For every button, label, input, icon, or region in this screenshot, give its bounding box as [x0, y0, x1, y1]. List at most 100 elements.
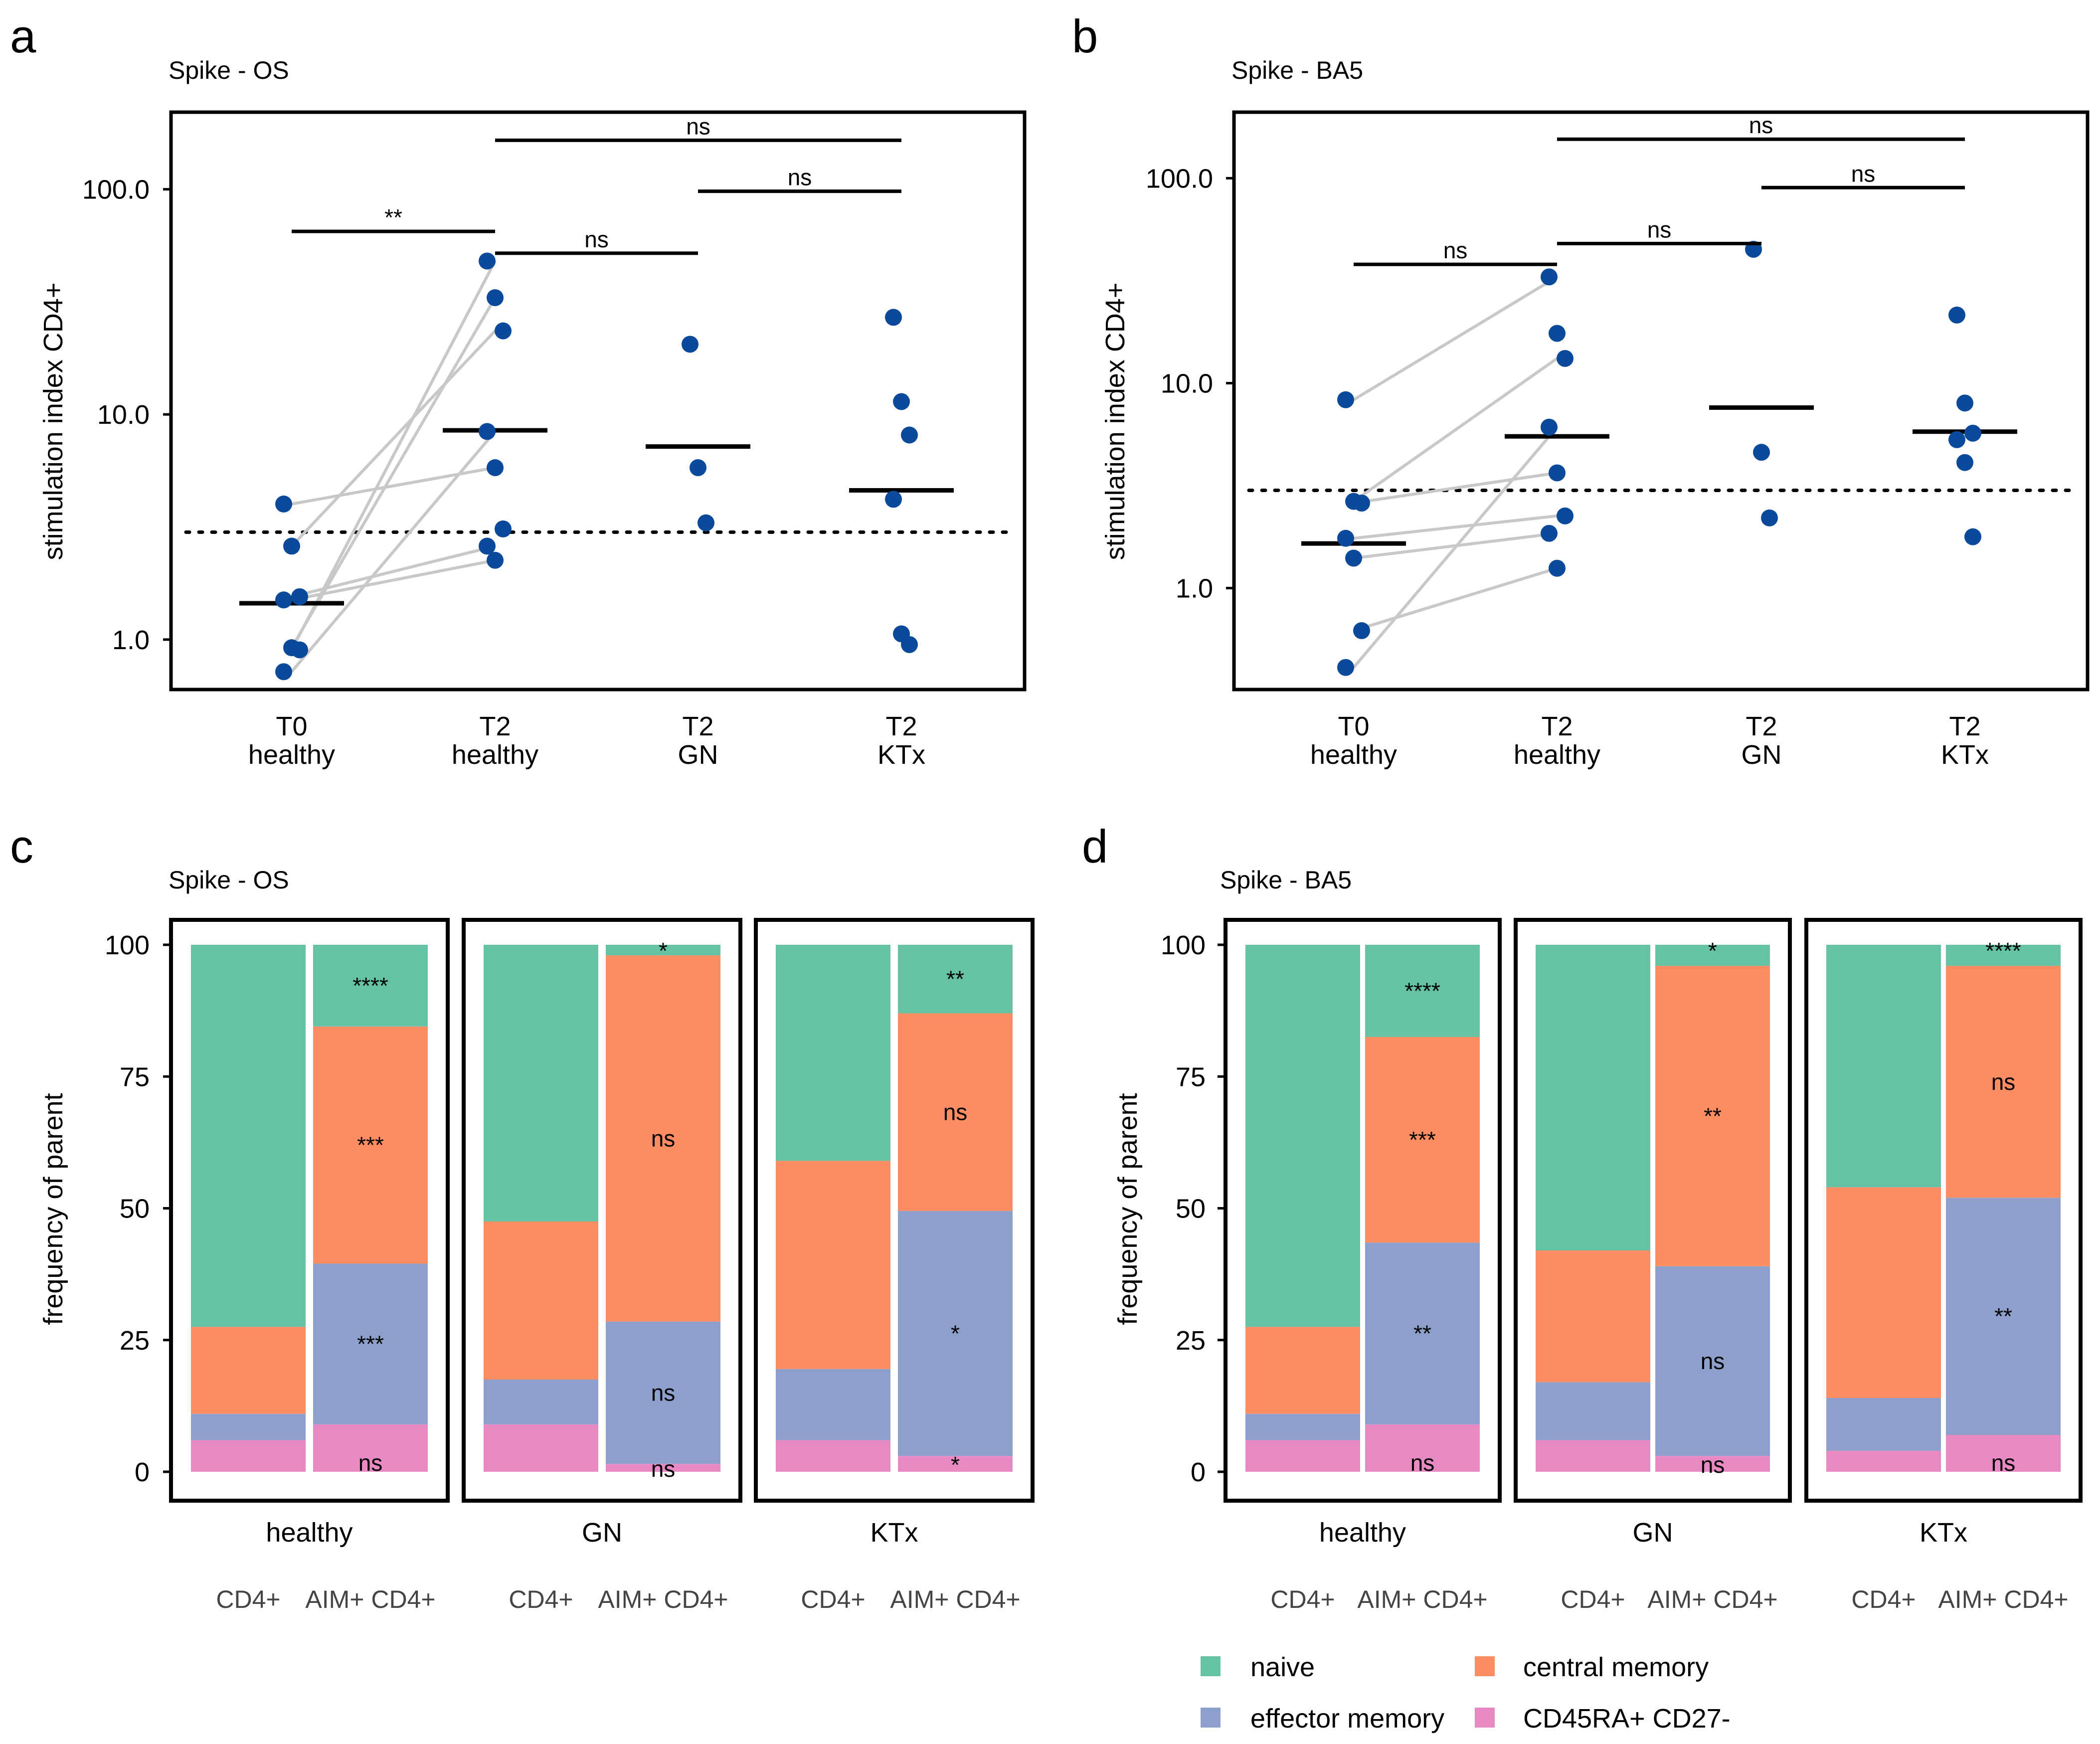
panel-letter-b: b	[1072, 10, 1098, 62]
panel-b-y-tick-label-0: 1.0	[1176, 574, 1213, 604]
panel-d-facet-1-label: GN	[1633, 1518, 1673, 1548]
panel-d-facet-2-bar-0-cd45ra-cd27	[1826, 1450, 1941, 1472]
panel-d-facet-2-bar-0-naive	[1826, 945, 1941, 1188]
panel-b-point-0-6	[1337, 659, 1354, 676]
panel-c-facet-1-bar-1-naive	[606, 945, 720, 956]
panel-a-sig-label-3: ns	[686, 113, 710, 139]
panel-d-facet-0-bar-1-naive	[1365, 945, 1480, 1037]
panel-d-facet-2-bar-1-cd45ra-cd27-annotation: ns	[1991, 1450, 2016, 1476]
panel-c-facet-0-bar-1-effector-memory	[313, 1263, 428, 1424]
panel-c-facet-0-bar-1-effector-memory-annotation: ***	[357, 1331, 384, 1357]
panel-a-y-tick-label-1: 10.0	[97, 400, 150, 430]
legend-label-effector-memory: effector memory	[1250, 1704, 1444, 1734]
panel-c-facet-0-bar-1-cd45ra-cd27-annotation: ns	[358, 1450, 383, 1476]
panel-a-point-1-3	[479, 423, 496, 440]
panel-c-facet-0-bar-1-naive-annotation: ****	[352, 973, 388, 999]
panel-d-facet-0-bar-label-0: CD4+	[1270, 1585, 1335, 1613]
panel-b-frame	[1232, 110, 2090, 692]
panel-c-facet-2-frame	[754, 918, 1035, 1503]
panel-d-facet-1-bar-0-cd45ra-cd27	[1536, 1440, 1650, 1472]
panel-d-facet-2-bar-0-central-memory	[1826, 1187, 1941, 1398]
panel-a-x-label-top-1: T2	[479, 711, 511, 741]
panel-b-point-1-1	[1549, 325, 1566, 342]
panel-a-pair-line-6	[290, 430, 497, 673]
panel-c-facet-2-bar-0-effector-memory	[776, 1369, 890, 1440]
panel-a-dot-plot: 1.010.0100.0**nsnsnsT0healthyT2healthyT2…	[82, 110, 1027, 770]
panel-a-sig-label-1: ns	[584, 226, 609, 252]
panel-b-point-0-2	[1353, 495, 1370, 512]
panel-c-facet-0-bar-label-0: CD4+	[216, 1585, 280, 1613]
panel-a-point-3-3	[885, 491, 902, 508]
panel-b-x-label-top-2: T2	[1746, 711, 1777, 741]
panel-d-facet-2-bar-1-naive-annotation: ****	[1985, 938, 2021, 964]
panel-b-point-0-4	[1345, 549, 1362, 567]
panel-a-point-3-2	[901, 426, 918, 444]
panel-d-facet-2-bar-label-1: AIM+ CD4+	[1938, 1585, 2068, 1613]
panel-b-y-axis-title: stimulation index CD4+	[1100, 283, 1130, 560]
panel-a-point-1-6	[479, 537, 496, 555]
legend-swatch-effector-memory	[1201, 1708, 1221, 1728]
panel-b-point-3-3	[1948, 431, 1965, 448]
panel-d-title: Spike - BA5	[1220, 866, 1352, 894]
legend-swatch-naive	[1201, 1656, 1221, 1676]
panel-a-point-3-1	[893, 393, 910, 410]
panel-c-facet-1-bar-label-0: CD4+	[509, 1585, 573, 1613]
panel-a-x-label-top-3: T2	[885, 711, 917, 741]
panel-a-point-0-0	[275, 495, 292, 513]
panel-c-facet-2-bar-1-naive	[898, 945, 1013, 1014]
panel-a-x-label-bottom-0: healthy	[248, 740, 335, 770]
legend-label-naive: naive	[1250, 1652, 1315, 1682]
panel-b-point-3-4	[1956, 454, 1973, 471]
panel-a-point-1-2	[495, 322, 512, 340]
panel-a-pair-line-5	[290, 260, 497, 651]
panel-c-y-tick-label-1: 25	[120, 1326, 150, 1356]
panel-a-point-3-5	[901, 636, 918, 653]
panel-d-facet-0-bar-1-effector-memory	[1365, 1242, 1480, 1424]
panel-a-point-2-0	[682, 336, 699, 353]
panel-b-point-0-5	[1353, 622, 1370, 639]
panel-a-pair-line-4	[290, 297, 497, 649]
panel-c-facet-1-bar-1-naive-annotation: *	[659, 938, 668, 964]
panel-d-facet-1-bar-0-naive	[1536, 945, 1650, 1251]
panel-b-x-label-top-0: T0	[1338, 711, 1369, 741]
panel-a-sig-label-2: ns	[788, 165, 812, 190]
panel-letter-a: a	[10, 10, 36, 62]
panel-c-facet-2-bar-1-cd45ra-cd27	[898, 1456, 1013, 1472]
panel-a-point-1-7	[487, 551, 504, 569]
panel-c-y-tick-label-0: 0	[135, 1457, 150, 1487]
panel-b-pair-line-0	[1353, 275, 1558, 401]
panel-c-facet-1-bar-0-effector-memory	[484, 1380, 598, 1424]
panel-a-y-tick-label-2: 100.0	[82, 175, 150, 205]
panel-b-y-tick-label-2: 100.0	[1146, 164, 1213, 193]
panel-c-facet-1-bar-1-cd45ra-cd27	[606, 1464, 720, 1472]
panel-b-point-1-2	[1557, 349, 1574, 367]
panel-d-y-tick-label-4: 100	[1161, 930, 1206, 960]
panel-c-facet-0-bar-0-cd45ra-cd27	[191, 1440, 306, 1472]
panel-b-point-3-2	[1964, 424, 1981, 442]
panel-b-point-0-3	[1337, 529, 1354, 547]
panel-b-x-label-bottom-2: GN	[1742, 740, 1782, 770]
panel-d-facet-1-bar-1-effector-memory	[1655, 1266, 1770, 1456]
panel-d-facet-0-bar-label-1: AIM+ CD4+	[1357, 1585, 1487, 1613]
panel-b-point-1-7	[1549, 559, 1566, 577]
panel-d-facet-0-bar-1-cd45ra-cd27	[1365, 1424, 1480, 1472]
panel-c-facet-0-bar-0-effector-memory	[191, 1413, 306, 1440]
panel-d-facet-0-frame	[1224, 918, 1502, 1503]
legend-label-cd45ra-cd27: CD45RA+ CD27-	[1523, 1704, 1731, 1734]
panel-a-point-0-6	[275, 663, 292, 681]
panel-c-facet-2-bar-1-cd45ra-cd27-annotation: *	[951, 1452, 960, 1478]
panel-b-point-2-1	[1753, 444, 1770, 461]
panel-c-facet-0-label: healthy	[266, 1518, 352, 1548]
panel-d-facet-1-bar-1-cd45ra-cd27-annotation: ns	[1701, 1452, 1725, 1478]
panel-b-point-3-1	[1956, 394, 1973, 412]
panel-c-facet-0-bar-1-cd45ra-cd27	[313, 1424, 428, 1472]
panel-d-facet-0-bar-1-cd45ra-cd27-annotation: ns	[1410, 1450, 1435, 1476]
panel-b-x-label-bottom-0: healthy	[1310, 740, 1397, 770]
legend-swatch-cd45ra-cd27	[1475, 1708, 1495, 1728]
panel-c-facet-0-frame	[169, 918, 450, 1503]
panel-a-title: Spike - OS	[169, 56, 289, 84]
panel-c-facet-2-bar-label-0: CD4+	[801, 1585, 865, 1613]
